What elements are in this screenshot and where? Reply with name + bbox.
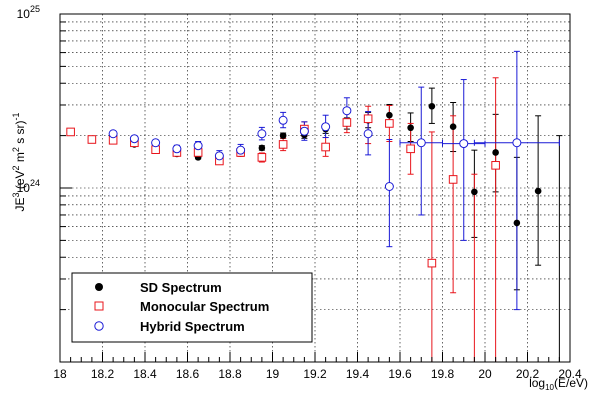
hybrid-point — [151, 138, 161, 148]
x-tick-label: 18.2 — [91, 367, 115, 381]
x-label-sub: 10 — [545, 383, 554, 392]
x-label-suffix: (E/eV) — [554, 376, 588, 390]
legend-marker-sd — [95, 283, 103, 291]
legend-entry-monocular: Monocular Spectrum — [94, 299, 269, 314]
y-label-part-d: s sr) — [13, 120, 27, 147]
monocular-point — [87, 135, 97, 144]
legend-box — [71, 272, 313, 343]
hybrid-point — [129, 134, 139, 144]
sd-point — [513, 219, 521, 227]
y-label-sup-b: 2 — [11, 165, 21, 170]
hybrid-point — [512, 138, 522, 148]
sd-point — [407, 124, 414, 132]
monocular-point — [66, 127, 75, 137]
hybrid-point — [172, 144, 182, 154]
x-tick-label: 19.4 — [346, 367, 370, 381]
monocular-point — [491, 161, 500, 170]
sd-point — [449, 123, 457, 131]
hybrid-point — [278, 115, 288, 125]
sd-point — [428, 102, 436, 110]
x-tick-label: 19.8 — [431, 367, 455, 381]
legend-marker-monocular — [94, 301, 104, 311]
legend-entry-hybrid: Hybrid Spectrum — [94, 319, 245, 334]
x-tick-label: 20 — [478, 367, 492, 381]
hybrid-point — [459, 139, 469, 149]
sd-point — [386, 111, 393, 119]
monocular-point — [257, 153, 267, 162]
sd-point — [534, 187, 542, 195]
monocular-point — [385, 119, 394, 128]
x-tick-label: 19.2 — [303, 367, 327, 381]
sd-point — [492, 149, 499, 156]
x-axis-label: log10(E/eV) — [529, 376, 588, 392]
x-tick-label: 19 — [266, 367, 280, 381]
sd-point — [279, 132, 287, 139]
legend-label-hybrid: Hybrid Spectrum — [140, 319, 245, 334]
legend: SD Spectrum Monocular Spectrum Hybrid Sp… — [71, 272, 313, 343]
monocular-point — [448, 175, 458, 184]
hybrid-point — [384, 182, 394, 192]
y-label-sup-c: 2 — [11, 147, 21, 152]
hybrid-point — [236, 145, 246, 155]
hybrid-point — [342, 106, 352, 116]
y-label-sup-a: 3 — [11, 193, 21, 198]
x-tick-label: 20.2 — [516, 367, 540, 381]
hybrid-point — [299, 126, 309, 136]
monocular-point — [427, 258, 437, 268]
x-tick-label: 20.4 — [558, 367, 582, 381]
legend-label-monocular: Monocular Spectrum — [140, 299, 269, 314]
monocular-point — [363, 114, 373, 124]
legend-marker-hybrid — [94, 321, 104, 331]
sd-point — [258, 144, 266, 152]
hybrid-point — [363, 129, 373, 139]
monocular-point — [406, 144, 415, 154]
x-tick-label: 19.6 — [388, 367, 412, 381]
sd-point — [471, 188, 478, 196]
hybrid-point — [214, 151, 224, 161]
y-label-part-c: m — [13, 152, 27, 165]
y-label-part-b: (eV — [13, 171, 27, 193]
hybrid-point — [193, 141, 203, 151]
axes: 18 18.2 18.4 18.6 18.8 19 19.2 19.4 19.6 19.8 20 20… — [17, 4, 582, 381]
monocular-point — [342, 118, 352, 127]
hybrid-point — [416, 138, 426, 148]
hybrid-point — [108, 129, 118, 139]
y-label-part-a: JE — [13, 198, 27, 212]
x-tick-label: 18.4 — [133, 367, 157, 381]
data-markers — [66, 102, 542, 268]
monocular-point — [321, 142, 330, 152]
x-tick-label: 18.8 — [218, 367, 242, 381]
hybrid-point — [321, 122, 331, 132]
y-label-sup-d: -1 — [11, 112, 21, 120]
y-tick-label: 1024 — [17, 178, 40, 195]
x-tick-label: 18.6 — [176, 367, 200, 381]
x-label-prefix: log — [529, 376, 545, 390]
x-tick-label: 18 — [53, 367, 67, 381]
monocular-point — [278, 140, 288, 149]
legend-label-sd: SD Spectrum — [140, 280, 222, 295]
grid-lines — [60, 14, 570, 362]
legend-entry-sd: SD Spectrum — [95, 280, 222, 295]
hybrid-point — [257, 129, 267, 139]
y-axis-label: JE3 (eV2 m2 s sr)-1 — [11, 112, 27, 211]
y-tick-label: 1025 — [17, 4, 40, 21]
